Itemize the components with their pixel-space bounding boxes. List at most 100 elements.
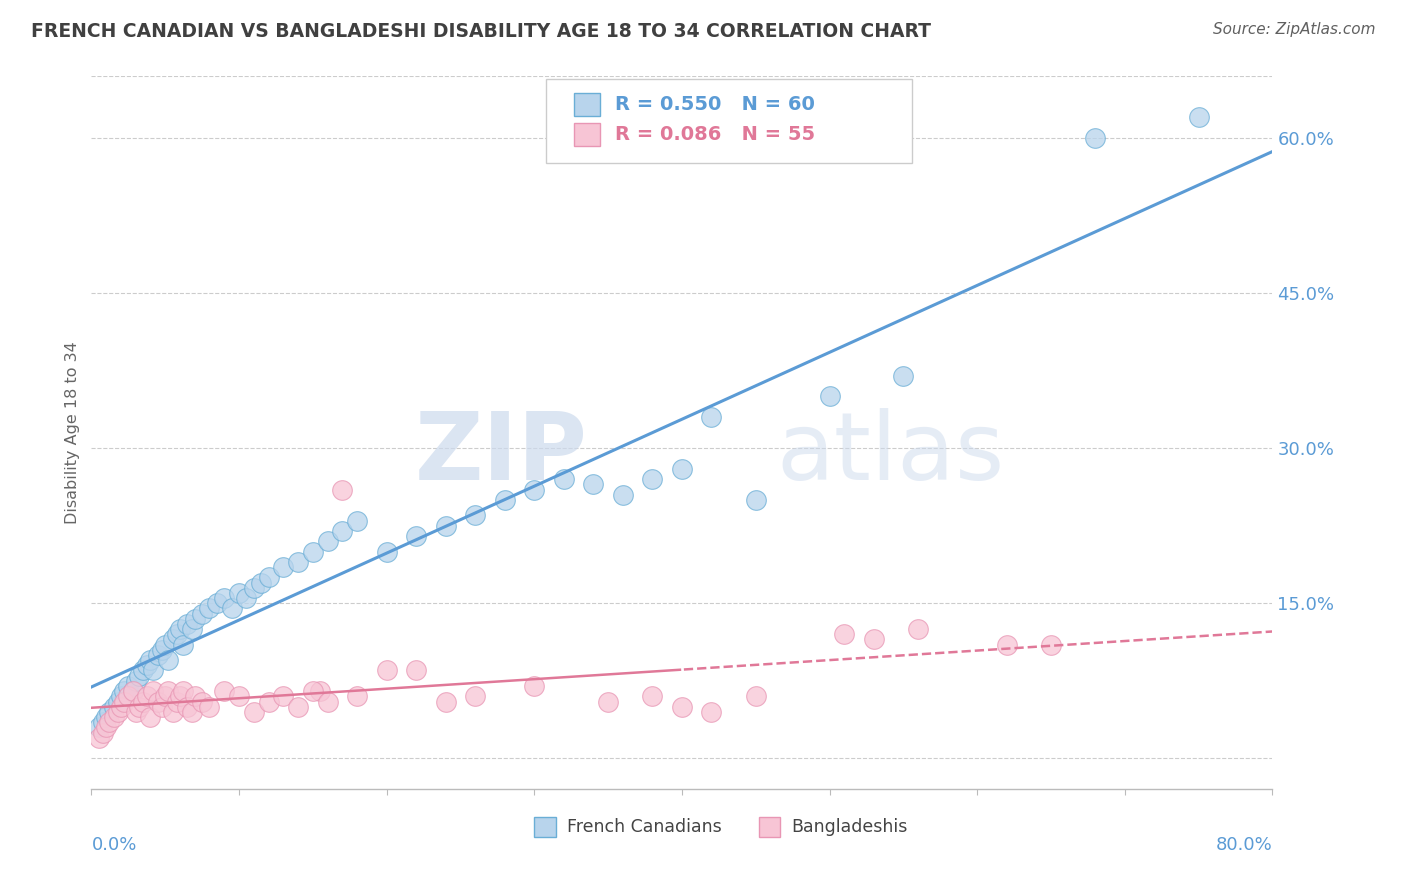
Point [250,575,273,590]
Point [146,648,169,662]
Point [87,731,110,745]
Point [198,699,221,714]
Point [214,591,236,606]
Point [434,694,457,708]
Point [132,694,155,708]
Point [214,684,236,698]
Point [243,705,266,719]
Point [169,690,191,704]
Point [832,627,855,641]
Point [671,699,693,714]
Point [309,684,332,698]
Point [700,410,723,425]
Point [523,679,546,693]
Point [142,684,165,698]
Point [142,664,165,678]
FancyBboxPatch shape [534,817,555,838]
Text: 0.0%: 0.0% [91,836,136,854]
Point [494,492,516,507]
Point [110,699,132,714]
Point [228,690,250,704]
Point [612,488,634,502]
Point [103,710,125,724]
Point [166,694,188,708]
Point [1187,110,1209,124]
Point [405,664,427,678]
Point [157,684,180,698]
Point [183,690,207,704]
Point [332,524,354,538]
Point [139,653,162,667]
Point [818,389,841,403]
Point [136,690,159,704]
Point [172,684,194,698]
Point [98,715,121,730]
Point [176,616,198,631]
Point [862,632,886,647]
Point [150,642,173,657]
Point [191,607,214,621]
Point [995,638,1018,652]
Point [110,690,132,704]
Point [153,638,177,652]
Point [107,705,129,719]
Text: FRENCH CANADIAN VS BANGLADESHI DISABILITY AGE 18 TO 34 CORRELATION CHART: FRENCH CANADIAN VS BANGLADESHI DISABILIT… [31,22,931,41]
Point [405,529,427,543]
Point [139,710,162,724]
Point [205,596,228,610]
Point [121,684,143,698]
Point [346,690,368,704]
Point [176,699,198,714]
Point [257,570,280,584]
Point [332,483,354,497]
Text: ZIP: ZIP [415,408,588,500]
Point [87,720,110,734]
Point [96,720,118,734]
Point [375,664,398,678]
FancyBboxPatch shape [575,123,600,145]
Point [112,684,135,698]
Point [157,653,180,667]
Point [162,632,184,647]
Point [96,710,118,724]
Point [150,699,173,714]
Point [641,690,664,704]
Point [191,694,214,708]
Y-axis label: Disability Age 18 to 34: Disability Age 18 to 34 [65,342,80,524]
Point [1040,638,1063,652]
Text: R = 0.550   N = 60: R = 0.550 N = 60 [614,95,814,114]
Point [235,591,257,606]
Point [641,472,664,486]
Point [198,601,221,615]
Point [180,705,202,719]
Text: R = 0.086   N = 55: R = 0.086 N = 55 [614,125,814,144]
Point [169,622,191,636]
Point [301,544,323,558]
Point [243,581,266,595]
Point [107,694,129,708]
Text: Bangladeshis: Bangladeshis [792,818,908,836]
Point [1084,131,1107,145]
Point [153,690,177,704]
Point [162,705,184,719]
Text: Source: ZipAtlas.com: Source: ZipAtlas.com [1212,22,1375,37]
Point [671,462,693,476]
Point [316,534,339,549]
Point [553,472,575,486]
Point [287,555,309,569]
Point [700,705,723,719]
Point [117,690,139,704]
Point [273,560,295,574]
Point [907,622,929,636]
FancyBboxPatch shape [759,817,780,838]
FancyBboxPatch shape [575,93,600,116]
Point [745,690,768,704]
Text: 80.0%: 80.0% [1216,836,1272,854]
Point [287,699,309,714]
Point [124,705,148,719]
Point [172,638,194,652]
Point [745,492,768,507]
Point [132,664,155,678]
Point [523,483,546,497]
Point [128,668,150,682]
